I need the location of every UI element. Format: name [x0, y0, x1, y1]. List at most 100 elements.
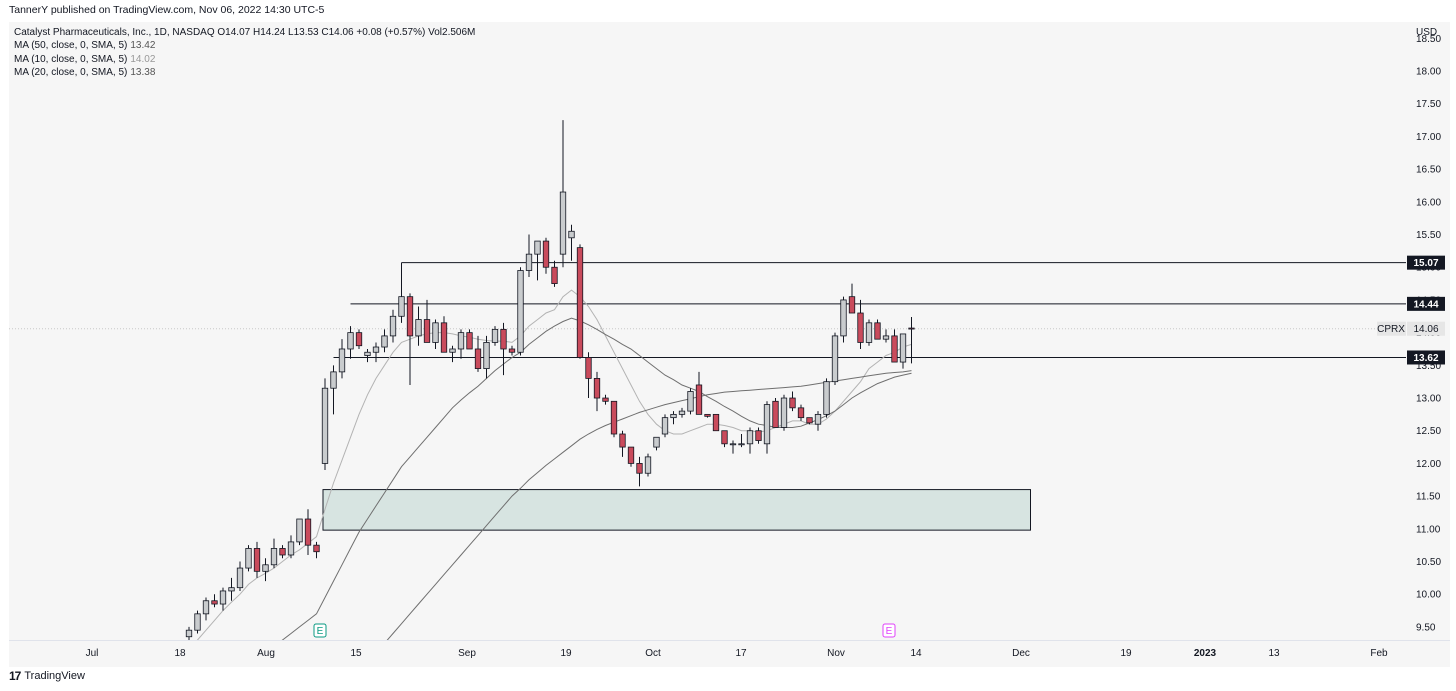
candle-up	[644, 456, 652, 474]
demand-zone-box	[322, 489, 1031, 531]
candle-down	[848, 296, 856, 314]
candle-down	[806, 417, 813, 424]
time-tick-label: Feb	[1370, 648, 1388, 659]
level-price-badge	[1407, 350, 1445, 365]
candle-up	[491, 328, 499, 343]
chart-legend: Catalyst Pharmaceuticals, Inc., 1D, NASD…	[14, 26, 475, 79]
earnings-marker-icon	[313, 623, 327, 638]
price-tick-label: 13.00	[1416, 394, 1441, 405]
candle-down	[279, 548, 286, 556]
time-tick-label: 2023	[1194, 648, 1217, 659]
candle-up	[262, 564, 269, 572]
ma-20-line	[281, 317, 912, 640]
candle-down	[789, 397, 796, 409]
candle-down	[797, 407, 805, 419]
symbol-ohlc-line: Catalyst Pharmaceuticals, Inc., 1D, NASD…	[14, 27, 476, 38]
candle-up	[432, 322, 439, 343]
candle-up	[321, 387, 329, 464]
candle-up	[559, 191, 567, 255]
ma-label: MA (50, close, 0, SMA, 5)	[14, 40, 128, 52]
candle-down	[721, 430, 728, 445]
time-tick-label: Oct	[645, 648, 661, 659]
level-price-badge	[1407, 255, 1445, 270]
candle-up	[236, 567, 244, 589]
price-tick-label: 10.50	[1416, 557, 1441, 568]
candle-down	[253, 548, 261, 572]
ma-legend-1[interactable]: MA (50, close, 0, SMA, 5) 13.42	[14, 39, 475, 52]
candle-down	[704, 413, 711, 417]
candle-up	[517, 270, 524, 353]
candle-down	[542, 240, 550, 268]
price-tick-label: 9.50	[1416, 622, 1436, 633]
candle-up	[287, 541, 295, 556]
candle-up	[185, 629, 193, 638]
ma-10-line	[196, 289, 912, 640]
symbol-tag	[1377, 321, 1406, 336]
symbol-tag-label: CPRX	[1377, 324, 1405, 335]
candle-up	[670, 413, 677, 419]
candle-up	[347, 332, 354, 350]
candle-down	[908, 327, 915, 330]
last-price-label: 14.06	[1413, 324, 1438, 335]
price-tick-label: 17.00	[1416, 132, 1441, 143]
chart-plot-area[interactable]	[9, 22, 1406, 640]
ma-label: MA (20, close, 0, SMA, 5)	[14, 66, 128, 78]
candle-down	[602, 397, 609, 402]
time-tick-label: Dec	[1012, 648, 1030, 659]
candle-up	[899, 333, 907, 363]
earnings-marker-label: E	[886, 626, 893, 637]
candle-down	[355, 332, 363, 347]
candle-down	[211, 600, 218, 605]
candle-down	[500, 328, 507, 350]
time-tick-label: 19	[560, 648, 572, 659]
candle-down	[610, 400, 618, 435]
candle-down	[619, 433, 626, 448]
candle-up	[534, 240, 541, 255]
level-price-badge	[1407, 296, 1445, 311]
ma-legend-3[interactable]: MA (20, close, 0, SMA, 5) 13.38	[14, 66, 475, 79]
time-tick-label: 17	[735, 648, 747, 659]
price-tick-label: 16.50	[1416, 165, 1441, 176]
time-axis[interactable]	[9, 640, 1450, 667]
level-price-label: 14.44	[1413, 299, 1438, 310]
candle-down	[440, 322, 448, 353]
candle-up	[653, 436, 660, 448]
candle-up	[194, 613, 201, 631]
candle-up	[483, 342, 490, 370]
ma-50-line	[386, 370, 912, 640]
candle-down	[593, 378, 601, 399]
candle-up	[661, 417, 669, 435]
candle-up	[219, 590, 227, 605]
time-tick-label: Nov	[827, 648, 845, 659]
candle-up	[270, 548, 278, 566]
candle-up	[228, 587, 235, 592]
candle-up	[746, 430, 754, 445]
candle-up	[882, 335, 890, 340]
candle-up	[338, 348, 346, 373]
candle-up	[381, 335, 388, 348]
candle-down	[466, 332, 473, 350]
ma-legend-2[interactable]: MA (10, close, 0, SMA, 5) 14.02	[14, 53, 475, 66]
ma-value: 13.42	[130, 40, 156, 52]
candle-up	[372, 346, 380, 353]
level-price-label: 15.07	[1413, 258, 1438, 269]
candle-down	[891, 335, 898, 363]
candle-down	[576, 247, 584, 358]
price-tick-label: 15.50	[1416, 230, 1441, 241]
candle-up	[245, 548, 252, 569]
candle-up	[687, 391, 694, 412]
candle-up	[364, 351, 371, 356]
time-tick-label: 14	[910, 648, 922, 659]
price-tick-label: 18.00	[1416, 67, 1441, 78]
tradingview-logo-icon: 17	[9, 669, 21, 683]
candle-up	[738, 443, 745, 446]
candle-down	[755, 430, 762, 441]
candle-up	[831, 335, 839, 383]
candle-up	[780, 397, 788, 428]
candle-down	[474, 348, 482, 370]
candle-up	[525, 253, 533, 271]
price-tick-label: 11.50	[1416, 492, 1441, 503]
ma-label: MA (10, close, 0, SMA, 5)	[14, 53, 128, 65]
price-tick-label: 16.00	[1416, 197, 1441, 208]
